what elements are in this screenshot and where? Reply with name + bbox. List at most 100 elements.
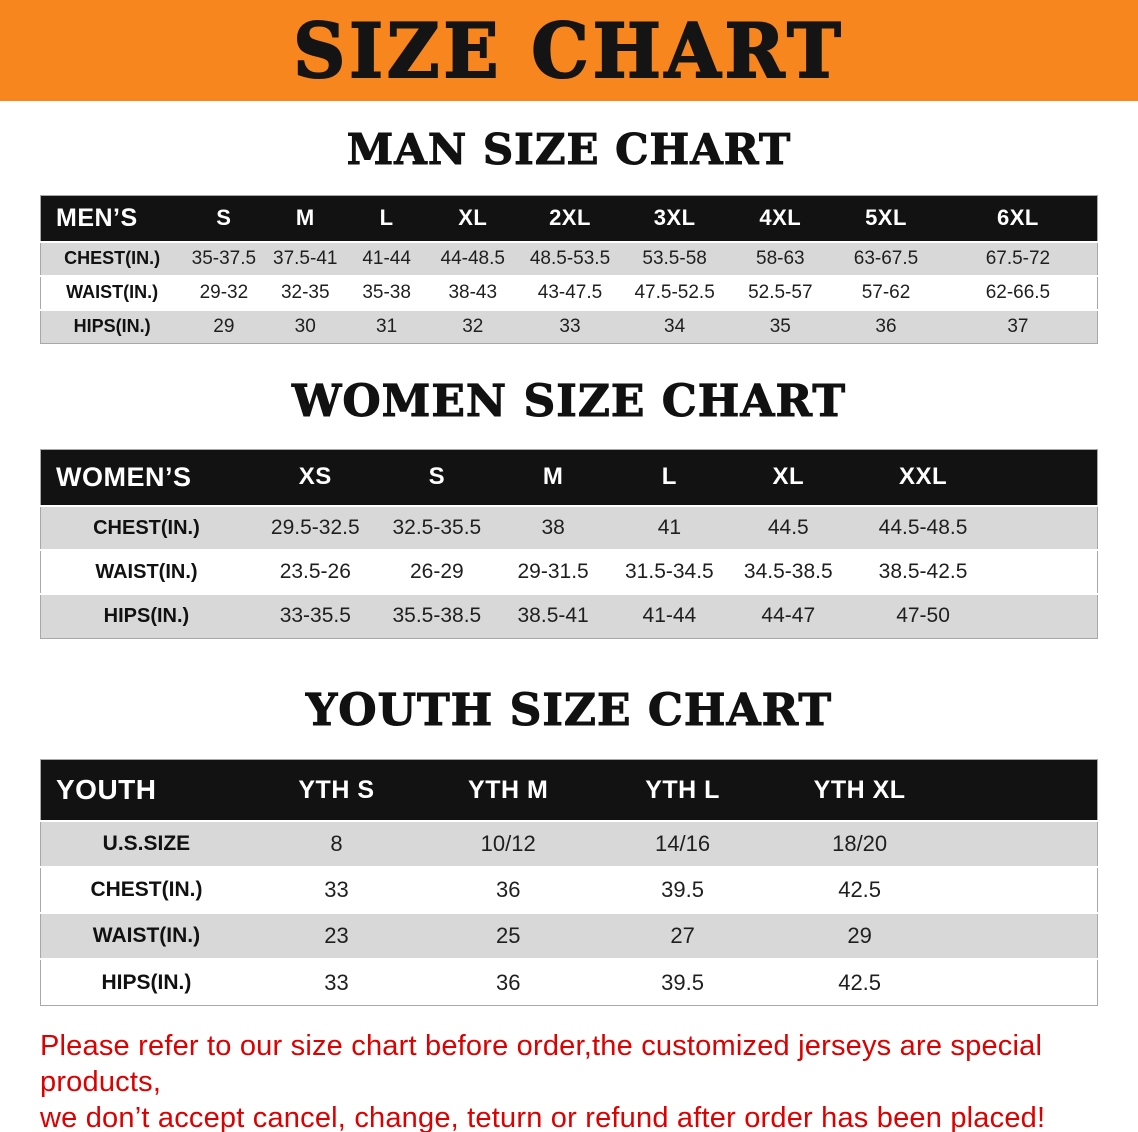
filler-cell (949, 867, 1097, 913)
size-value-cell: 35 (769, 315, 791, 337)
filler-cell (949, 759, 1098, 822)
size-column-header: 5XL (833, 195, 939, 242)
size-column-header: S (183, 195, 265, 242)
size-value-cell: 41-44 (362, 247, 411, 269)
size-value-cell: 52.5-57 (748, 281, 813, 303)
size-value-cell: 31 (376, 315, 398, 337)
size-value-cell: 36 (495, 969, 521, 995)
size-value-cell: 32.5-35.5 (392, 516, 482, 540)
size-value-cell: 44-47 (761, 604, 816, 628)
disclaimer-line-1: Please refer to our size chart before or… (40, 1029, 1043, 1098)
size-value-cell: 26-29 (409, 560, 464, 584)
size-value-cell: 10/12 (480, 831, 536, 857)
size-header-row: YOUTH YTH S YTH M YTH L YTH XL (40, 759, 1098, 822)
size-column-header: 2XL (518, 195, 622, 242)
size-value-cell: 29-32 (199, 281, 249, 303)
size-value-cell: 23 (324, 923, 349, 949)
size-row: CHEST(IN.) 35-37.5 37.5-41 41-44 44-48.5 48.5… (40, 241, 1098, 276)
size-row: HIPS(IN.) 29 30 31 32 33 34 35 36 37 (40, 309, 1098, 344)
size-value-cell: 41-44 (642, 604, 697, 628)
women-size-table: WOMEN’S XS S M L XL XXL CHEST(IN.) 29.5-32.5 32.5… (40, 448, 1098, 639)
size-value-cell: 41 (657, 516, 682, 540)
size-column-header: XS (251, 449, 379, 507)
youth-size-table: YOUTH YTH S YTH M YTH L YTH XL U.S.SIZE 8 10/12… (40, 758, 1098, 1006)
size-column-header: XL (427, 195, 519, 242)
size-value-cell: 39.5 (661, 877, 704, 903)
row-label: HIPS(IN.) (101, 970, 192, 994)
size-value-cell: 44.5-48.5 (878, 516, 968, 540)
size-value-cell: 36 (875, 315, 897, 337)
row-label: WAIST(IN.) (92, 924, 201, 948)
size-value-cell: 47.5-52.5 (634, 281, 715, 303)
size-column-header: M (264, 195, 346, 242)
size-value-cell: 43-47.5 (537, 281, 603, 303)
size-value-cell: 32 (462, 315, 484, 337)
size-value-cell: 63-67.5 (853, 247, 919, 269)
filler-cell (949, 821, 1097, 867)
size-value-cell: 38-43 (448, 281, 498, 303)
size-column-header: YTH S (251, 759, 421, 822)
size-value-cell: 38.5-42.5 (878, 560, 968, 584)
size-row: U.S.SIZE 8 10/12 14/16 18/20 (40, 821, 1098, 868)
size-column-header: 4XL (727, 195, 834, 242)
size-column-header: L (345, 195, 428, 242)
size-row: WAIST(IN.) 23.5-26 26-29 29-31.5 31.5-34.5 34… (40, 550, 1098, 595)
filler-cell (949, 959, 1097, 1005)
size-value-cell: 8 (330, 831, 343, 857)
size-row: HIPS(IN.) 33-35.5 35.5-38.5 38.5-41 41-44 44-… (40, 594, 1098, 639)
size-value-cell: 42.5 (838, 969, 882, 995)
row-label: HIPS(IN.) (103, 604, 190, 627)
size-value-cell: 25 (495, 923, 521, 949)
size-column-header: YTH L (595, 759, 770, 822)
size-row: CHEST(IN.) 33 36 39.5 42.5 (40, 867, 1098, 914)
size-value-cell: 35.5-38.5 (392, 604, 482, 628)
size-value-cell: 33 (324, 877, 349, 903)
disclaimer: Please refer to our size chart before or… (40, 1028, 1098, 1132)
size-column-header: XXL (849, 449, 998, 507)
size-row: WAIST(IN.) 29-32 32-35 35-38 38-43 43-47.5 47.… (40, 275, 1098, 310)
size-value-cell: 48.5-53.5 (529, 247, 611, 269)
man-size-table: MEN’S S M L XL 2XL 3XL 4XL 5XL 6XL CHEST(IN.) 35-37… (40, 195, 1098, 345)
size-value-cell: 23.5-26 (279, 560, 351, 584)
size-value-cell: 36 (495, 877, 521, 903)
size-value-cell: 29 (847, 923, 872, 949)
size-value-cell: 47-50 (896, 604, 950, 628)
size-value-cell: 18/20 (832, 831, 888, 857)
size-row: HIPS(IN.) 33 36 39.5 42.5 (40, 959, 1098, 1006)
size-row: CHEST(IN.) 29.5-32.5 32.5-35.5 38 41 44.5 44.5… (40, 506, 1098, 551)
size-row: WAIST(IN.) 23 25 27 29 (40, 913, 1098, 960)
size-value-cell: 27 (670, 923, 695, 949)
page-title: SIZE CHART (292, 5, 845, 95)
filler-cell (997, 449, 1098, 507)
banner: SIZE CHART (0, 0, 1138, 101)
size-value-cell: 67.5-72 (985, 247, 1051, 269)
size-value-cell: 37.5-41 (273, 247, 338, 269)
size-value-cell: 62-66.5 (985, 281, 1051, 303)
row-label: HIPS(IN.) (73, 316, 151, 337)
size-value-cell: 33 (324, 969, 349, 995)
size-value-cell: 42.5 (838, 877, 882, 903)
size-column-header: YTH M (421, 759, 596, 822)
size-value-cell: 31.5-34.5 (625, 560, 714, 584)
size-value-cell: 32-35 (280, 281, 330, 303)
size-value-cell: 29.5-32.5 (270, 516, 360, 540)
row-label: U.S.SIZE (102, 832, 191, 856)
size-value-cell: 34.5-38.5 (743, 560, 833, 584)
size-value-cell: 35-37.5 (191, 247, 257, 269)
table-title-cell: YOUTH (40, 759, 252, 822)
row-label: WAIST(IN.) (66, 282, 159, 303)
row-label: CHEST(IN.) (64, 248, 161, 269)
row-label: WAIST(IN.) (95, 560, 198, 583)
man-section-heading: MAN SIZE CHART (346, 125, 792, 174)
size-value-cell: 29-31.5 (517, 560, 589, 584)
disclaimer-line-2: we don’t accept cancel, change, teturn o… (40, 1101, 1046, 1132)
size-value-cell: 39.5 (661, 969, 704, 995)
size-value-cell: 44.5 (767, 516, 809, 540)
size-column-header: 3XL (621, 195, 728, 242)
size-column-header: XL (727, 449, 850, 507)
row-label: CHEST(IN.) (90, 878, 203, 902)
size-value-cell: 53.5-58 (642, 247, 707, 269)
size-value-cell: 30 (294, 315, 316, 337)
size-column-header: S (378, 449, 495, 507)
filler-cell (997, 594, 1097, 638)
